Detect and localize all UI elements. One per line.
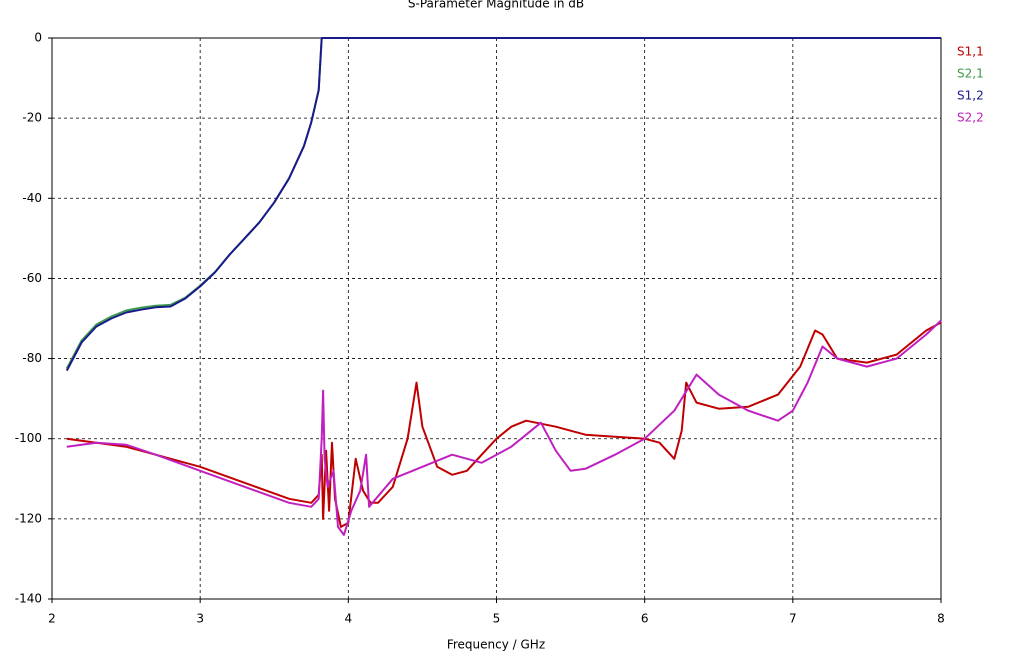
legend-label: S2,1 bbox=[957, 67, 984, 81]
x-tick-label: 7 bbox=[789, 612, 797, 626]
y-tick-label: -140 bbox=[15, 592, 42, 606]
chart-title: S-Parameter Magnitude in dB bbox=[408, 0, 584, 11]
legend-label: S2,2 bbox=[957, 111, 984, 125]
y-tick-label: -60 bbox=[22, 271, 42, 285]
x-tick-label: 3 bbox=[196, 612, 204, 626]
y-tick-label: -120 bbox=[15, 511, 42, 525]
y-tick-label: -40 bbox=[22, 191, 42, 205]
y-tick-label: -80 bbox=[22, 351, 42, 365]
x-tick-label: 6 bbox=[641, 612, 649, 626]
series-line bbox=[66, 321, 942, 528]
y-tick-label: 0 bbox=[34, 31, 42, 45]
x-tick-label: 8 bbox=[937, 612, 945, 626]
y-tick-label: -20 bbox=[22, 111, 42, 125]
series-line bbox=[65, 37, 941, 370]
y-tick-label: -100 bbox=[15, 431, 42, 445]
x-tick-label: 5 bbox=[493, 612, 501, 626]
legend-label: S1,2 bbox=[957, 89, 984, 103]
series-line bbox=[66, 319, 942, 536]
series-line bbox=[65, 37, 941, 372]
legend-label: S1,1 bbox=[957, 45, 984, 59]
x-tick-label: 2 bbox=[48, 612, 56, 626]
x-tick-label: 4 bbox=[345, 612, 353, 626]
x-axis-label: Frequency / GHz bbox=[447, 638, 545, 652]
